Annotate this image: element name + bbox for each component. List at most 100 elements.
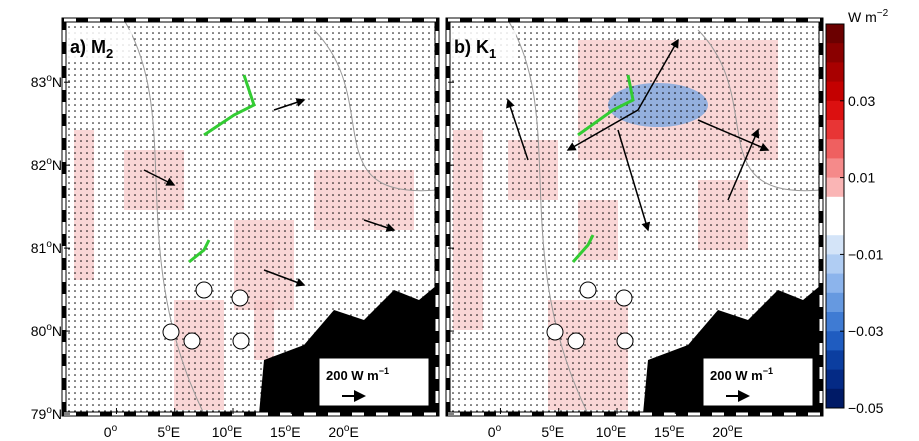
x-tick-degree: o <box>611 423 617 434</box>
colorbar-segment <box>826 24 844 44</box>
map-frame <box>445 17 824 417</box>
colorbar-segment <box>826 235 844 255</box>
flux-arrow <box>143 169 176 186</box>
flux-arrow <box>566 109 639 151</box>
colorbar-tick-label: 0.03 <box>848 93 875 109</box>
colorbar-segment <box>826 139 844 159</box>
scale-label-text: 200 W m <box>710 368 763 383</box>
x-tick-number: 5 <box>541 424 549 440</box>
flux-arrow <box>506 98 529 161</box>
colorbar-segment <box>826 43 844 63</box>
colorbar-frame <box>825 23 845 409</box>
colorbar-unit-superscript: −2 <box>877 8 889 19</box>
colorbar-segment <box>826 312 844 332</box>
y-tick-suffix: N <box>52 157 62 173</box>
y-tick-label: 79oN <box>31 405 62 422</box>
colorbar-segment <box>826 216 844 236</box>
x-tick-number: 5 <box>157 424 165 440</box>
station <box>231 289 249 307</box>
panel-label-subscript: 1 <box>489 46 496 61</box>
flux-arrow <box>273 98 306 111</box>
x-tick-degree: o <box>670 423 676 434</box>
colorbar-unit: W m−2 <box>848 8 889 25</box>
y-tick-label: 82oN <box>31 156 62 173</box>
x-tick-suffix: E <box>291 424 300 440</box>
mooring-track <box>203 74 256 137</box>
x-tick-degree: o <box>165 423 171 434</box>
y-tick-number: 81 <box>31 240 47 256</box>
colorbar-segment <box>826 273 844 294</box>
map-frame <box>61 17 440 417</box>
x-tick-number: 10 <box>596 424 612 440</box>
flux-arrow <box>263 269 306 287</box>
x-tick-label: 0o <box>488 423 502 440</box>
x-tick-label: 15oE <box>654 423 684 440</box>
colorbar-segment <box>826 62 844 83</box>
y-tick-suffix: N <box>52 323 62 339</box>
scale-label: 200 W m−1 <box>710 366 773 383</box>
contour <box>507 19 589 415</box>
x-tick-number: 20 <box>712 424 728 440</box>
station <box>579 281 597 299</box>
station <box>616 332 634 350</box>
scale-box <box>702 357 814 407</box>
scale-label-superscript: −1 <box>763 366 773 376</box>
contour <box>697 29 822 192</box>
scale-label-superscript: −1 <box>379 366 389 376</box>
colorbar-segment <box>826 100 844 121</box>
station <box>195 281 213 299</box>
scale-label-text: 200 W m <box>326 368 379 383</box>
x-tick-number: 10 <box>212 424 228 440</box>
y-tick-label: 80oN <box>31 322 62 339</box>
colorbar-segment <box>826 120 844 140</box>
x-tick-label: 20oE <box>328 423 358 440</box>
colorbar-segment <box>826 331 844 351</box>
colorbar-tick-label: 0.01 <box>848 170 875 186</box>
y-tick-number: 83 <box>31 74 47 90</box>
colorbar-segment <box>826 158 844 179</box>
colorbar-tick-label: −0.03 <box>848 323 884 339</box>
x-tick-number: 15 <box>270 424 286 440</box>
colorbar-segment <box>826 254 844 275</box>
scale-label: 200 W m−1 <box>326 366 389 383</box>
contour <box>123 19 205 415</box>
flux-arrow <box>697 119 770 152</box>
x-tick-number: 0 <box>104 424 112 440</box>
x-tick-number: 0 <box>488 424 496 440</box>
flux-arrow <box>637 38 679 111</box>
x-tick-label: 0o <box>104 423 118 440</box>
station <box>162 323 180 341</box>
x-tick-suffix: E <box>555 424 564 440</box>
x-tick-suffix: E <box>675 424 684 440</box>
scale-box <box>318 357 430 407</box>
colorbar-tick-label: −0.05 <box>848 400 884 416</box>
y-tick-number: 80 <box>31 323 47 339</box>
x-tick-label: 5oE <box>541 423 564 440</box>
x-tick-label: 10oE <box>596 423 626 440</box>
panel-label-subscript: 2 <box>106 46 113 61</box>
y-tick-number: 79 <box>31 406 47 422</box>
x-tick-suffix: E <box>171 424 180 440</box>
mooring-track <box>571 234 595 263</box>
panel-label-text: b) K <box>454 37 489 57</box>
x-tick-suffix: E <box>233 424 242 440</box>
y-tick-suffix: N <box>52 240 62 256</box>
station <box>615 289 633 307</box>
y-tick-label: 83oN <box>31 73 62 90</box>
x-tick-degree: o <box>344 423 350 434</box>
colorbar-segment <box>826 350 844 371</box>
station <box>183 332 201 350</box>
x-tick-suffix: E <box>349 424 358 440</box>
x-tick-degree: o <box>496 423 502 434</box>
panel-label-text: a) M <box>70 37 106 57</box>
x-tick-number: 15 <box>654 424 670 440</box>
station <box>567 332 585 350</box>
panel-label-box <box>452 30 516 58</box>
x-tick-label: 5oE <box>157 423 180 440</box>
x-tick-degree: o <box>286 423 292 434</box>
y-tick-degree: o <box>46 322 52 333</box>
colorbar-segment <box>826 292 844 313</box>
x-tick-degree: o <box>549 423 555 434</box>
y-tick-number: 82 <box>31 157 47 173</box>
